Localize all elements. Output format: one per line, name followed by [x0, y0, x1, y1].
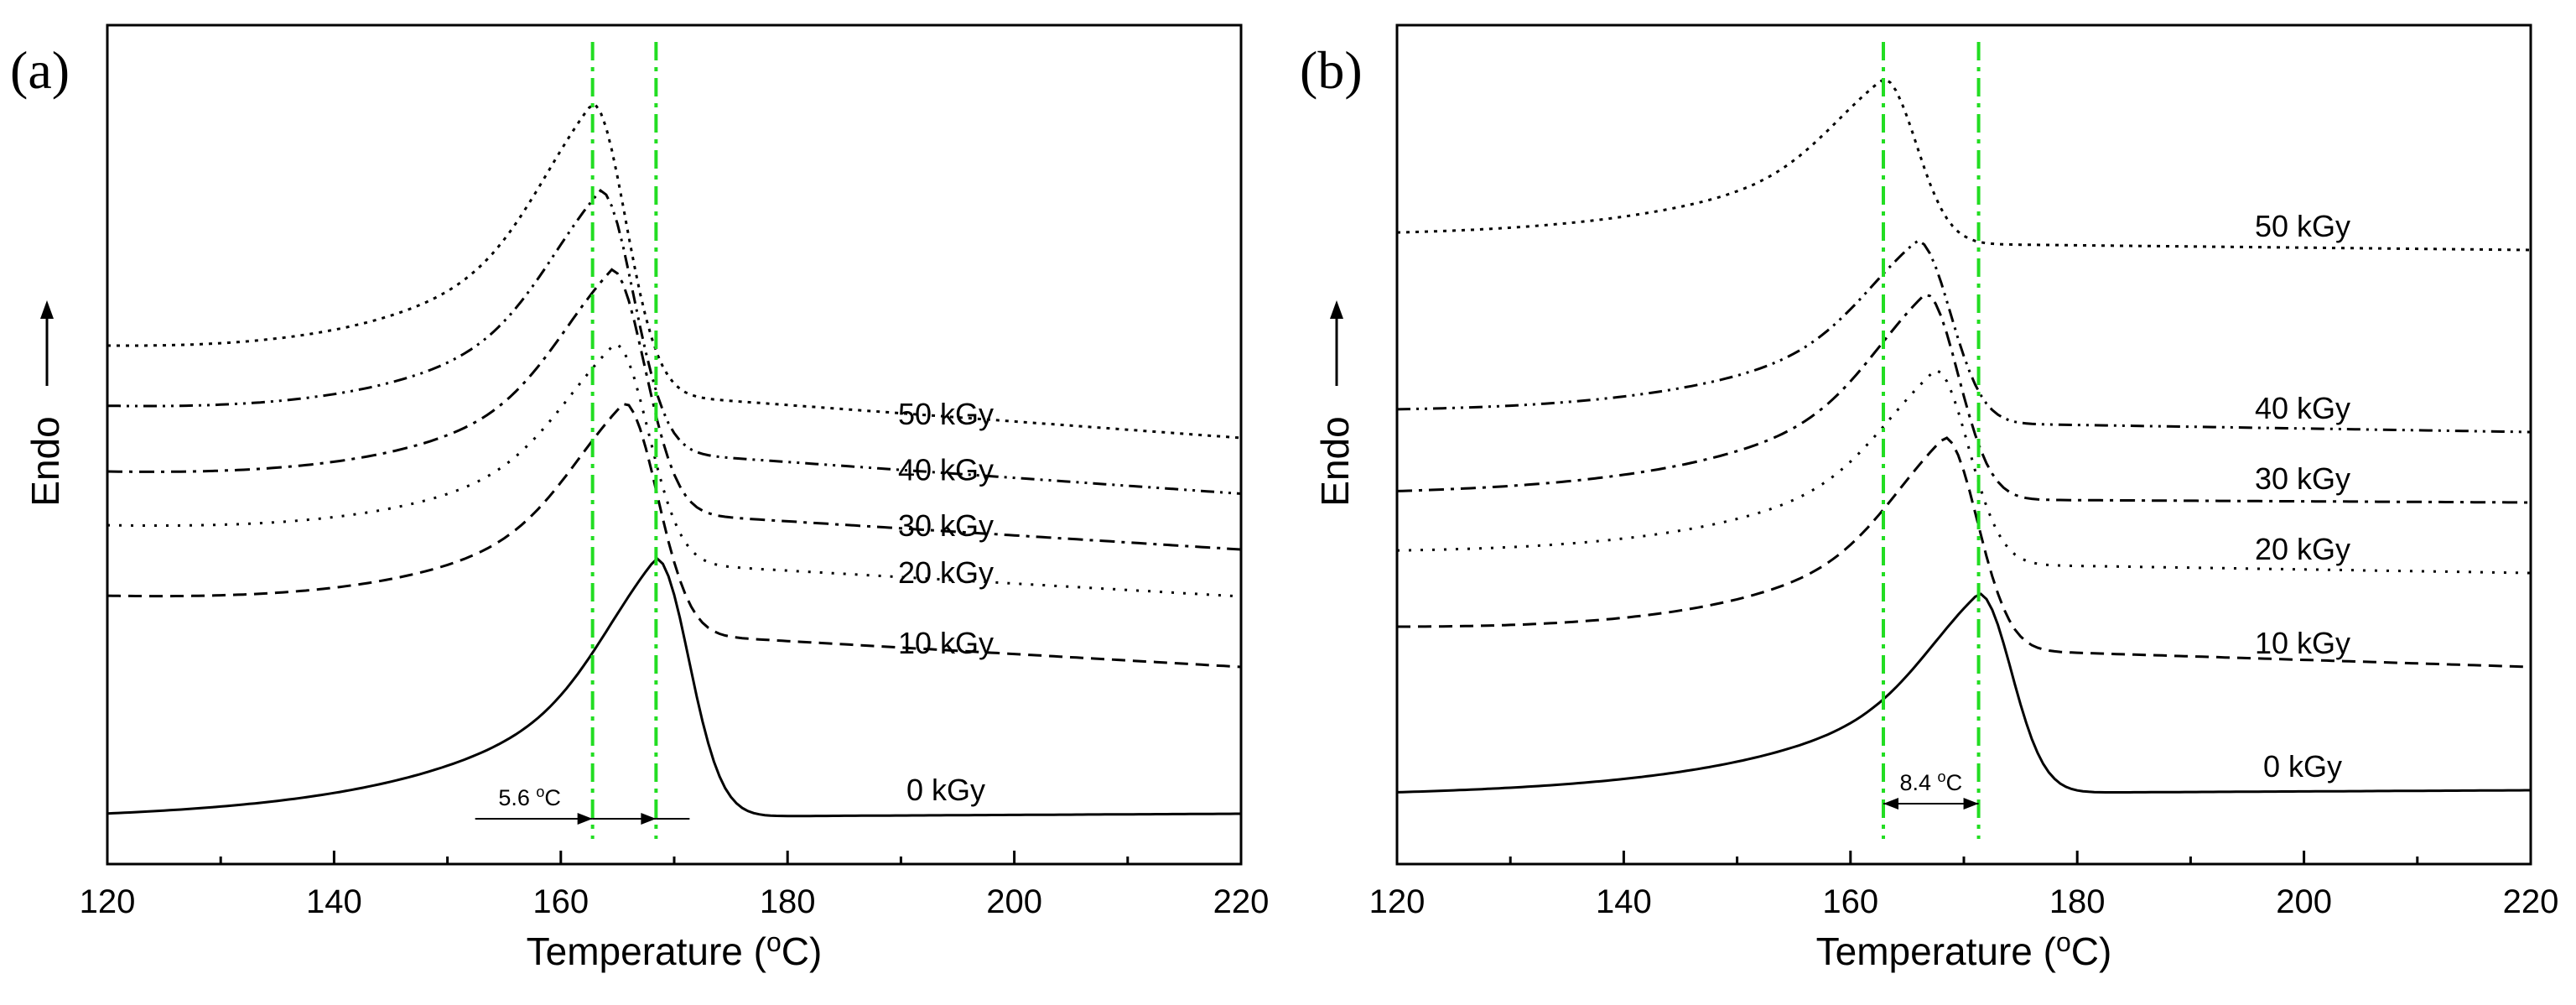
- series-curve-5: [1396, 592, 2531, 794]
- series-label: 0 kGy: [906, 773, 985, 807]
- series-label: 10 kGy: [2255, 626, 2350, 660]
- plot-frame: [1395, 23, 2532, 866]
- series-label: 40 kGy: [2255, 391, 2350, 425]
- annotation-arrowhead-right-icon: [1963, 798, 1979, 810]
- series-curve-0: [106, 102, 1242, 440]
- x-tick-label: 160: [1822, 883, 1878, 920]
- series-curve-3: [1396, 368, 2532, 575]
- x-tick-label: 200: [2276, 883, 2332, 920]
- series-label: 40 kGy: [898, 453, 994, 487]
- series-curve-3: [106, 342, 1242, 598]
- annotation-arrowhead-end-icon: [641, 813, 657, 825]
- series-label: 20 kGy: [898, 555, 994, 590]
- x-tick-label: 200: [986, 883, 1042, 920]
- series-curve-4: [106, 402, 1242, 669]
- x-tick-label: 160: [532, 883, 589, 920]
- series-curve-1: [1396, 238, 2532, 434]
- x-tick-label: 220: [2503, 883, 2559, 920]
- annotation-arrowhead-right-icon: [577, 813, 593, 825]
- series-curve-2: [1396, 294, 2531, 504]
- x-axis-title: Temperature (oC): [527, 927, 823, 973]
- annotation-label: 8.4 oC: [1900, 768, 1963, 795]
- series-label: 30 kGy: [2255, 461, 2350, 496]
- annotation-label: 5.6 oC: [498, 784, 561, 810]
- series-curve-5: [106, 556, 1241, 818]
- series-label: 50 kGy: [2255, 209, 2350, 243]
- x-tick-label: 180: [760, 883, 816, 920]
- series-label: 0 kGy: [2263, 749, 2342, 784]
- series-label: 10 kGy: [898, 626, 994, 660]
- x-tick-label: 120: [80, 883, 136, 920]
- y-axis-title: Endo: [1313, 416, 1357, 506]
- series-label: 30 kGy: [898, 508, 994, 543]
- series-curve-0: [1396, 77, 2532, 252]
- x-tick-label: 120: [1369, 883, 1426, 920]
- y-axis-title: Endo: [23, 416, 67, 506]
- x-tick-label: 180: [2049, 883, 2106, 920]
- series-curve-1: [106, 189, 1242, 495]
- y-axis-arrow-icon: [40, 300, 54, 319]
- series-curve-2: [106, 268, 1242, 551]
- chart-panel-a: 120 140 160 180 200 220 Temperature (oC) Endo (a…: [10, 23, 1270, 973]
- series-label: 20 kGy: [2255, 532, 2350, 566]
- x-tick-label: 140: [1596, 883, 1652, 920]
- plot-frame: [106, 23, 1243, 866]
- series-curve-4: [1397, 436, 2532, 669]
- panel-label: (a): [10, 40, 70, 100]
- panel-label: (b): [1300, 40, 1363, 100]
- series-label: 50 kGy: [898, 397, 994, 431]
- x-tick-label: 220: [1213, 883, 1270, 920]
- x-axis-title: Temperature (oC): [1816, 927, 2112, 973]
- annotation-arrowhead-left-icon: [1883, 798, 1899, 810]
- y-axis-arrow-icon: [1330, 300, 1343, 319]
- x-tick-label: 140: [306, 883, 362, 920]
- chart-panel-b: 120 140 160 180 200 220 Temperature (oC) Endo (b…: [1300, 23, 2559, 973]
